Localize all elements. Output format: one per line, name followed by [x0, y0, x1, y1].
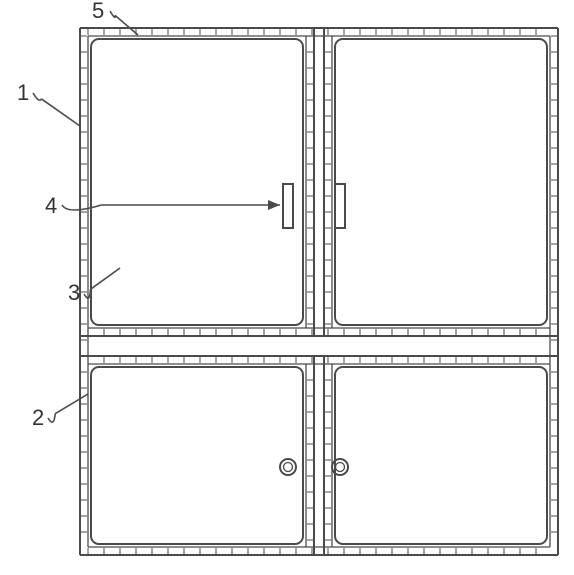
callout-5: 5: [92, 0, 138, 35]
cabinet-diagram: 5 1 4 3 2: [0, 0, 574, 575]
callout-1: 1: [17, 80, 80, 126]
arrowhead-icon: [268, 200, 280, 210]
upper-right-handle: [335, 184, 345, 228]
callout-number: 2: [32, 405, 44, 430]
callout-number: 1: [17, 80, 29, 105]
upper-left-handle: [283, 184, 293, 228]
callout-number: 3: [68, 280, 80, 305]
lower-left-knob: [280, 459, 296, 475]
callout-number: 5: [92, 0, 104, 23]
callout-3: 3: [68, 268, 120, 305]
callout-number: 4: [45, 193, 57, 218]
